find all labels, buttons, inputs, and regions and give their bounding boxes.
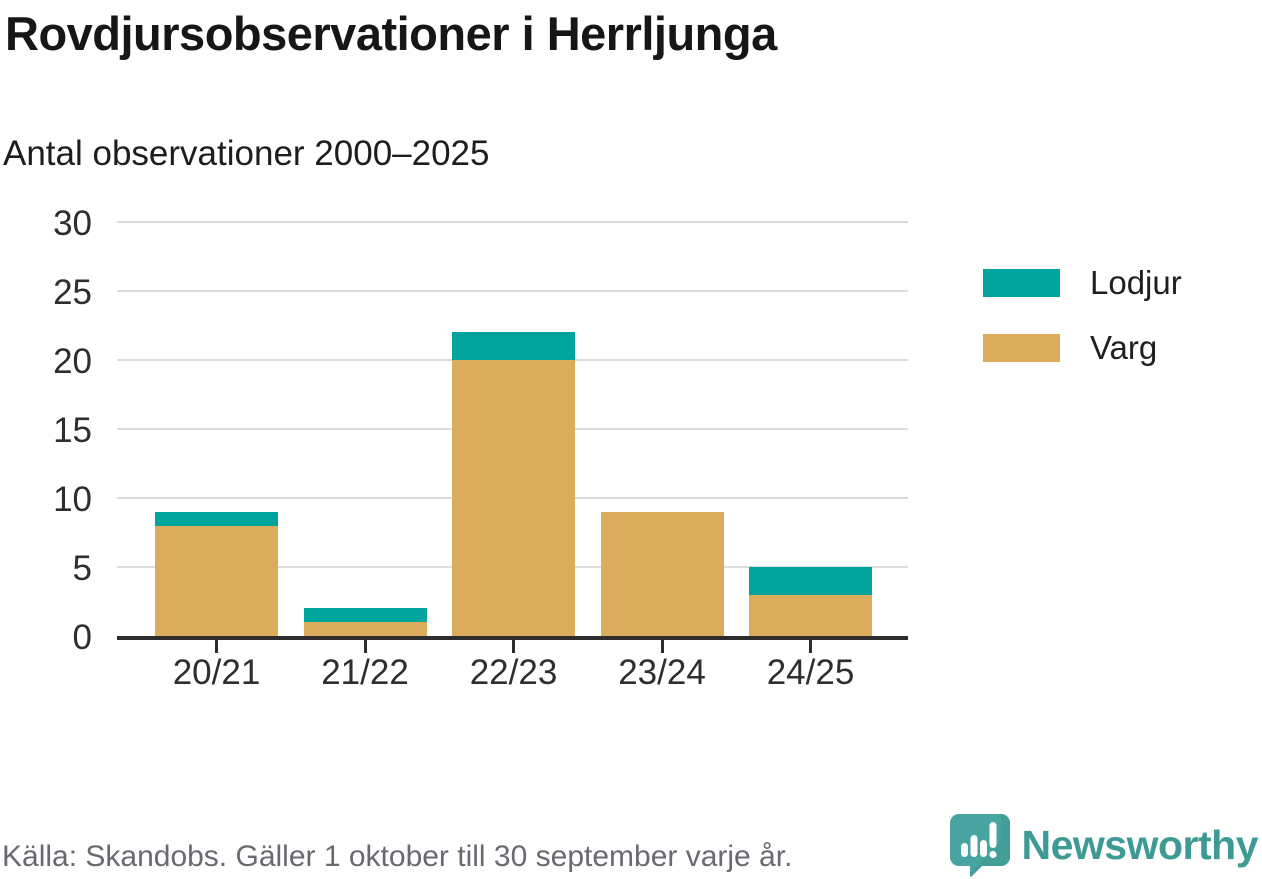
- y-tick-label: 0: [72, 618, 92, 657]
- x-tick-label: 21/22: [321, 653, 409, 692]
- x-tick: [512, 640, 515, 653]
- bar-24-25-varg: [749, 594, 872, 636]
- x-tick: [363, 640, 367, 653]
- y-tick-label: 5: [72, 549, 92, 588]
- bar-23-24-varg: [600, 511, 724, 636]
- legend-swatch: [983, 334, 1060, 362]
- bar-20-21-varg: [155, 525, 278, 636]
- newsworthy-logo-icon: [949, 814, 1010, 877]
- x-tick-label: 20/21: [172, 653, 261, 692]
- source-note: Källa: Skandobs. Gäller 1 oktober till 3…: [2, 840, 793, 873]
- legend-label: Lodjur: [1090, 264, 1182, 301]
- bar-22-23-varg: [452, 360, 575, 636]
- bar-21-22-lodjur: [303, 608, 427, 623]
- bar-22-23-lodjur: [452, 332, 575, 360]
- bar-21-22-varg: [303, 622, 427, 636]
- gridline-30: [117, 221, 908, 223]
- page-title: Rovdjursobservationer i Herrljunga: [5, 7, 777, 60]
- y-tick-label: 30: [53, 204, 92, 243]
- x-tick-label: 24/25: [766, 653, 855, 692]
- chart-subtitle: Antal observationer 2000–2025: [3, 134, 490, 173]
- legend-item-lodjur: Lodjur: [983, 264, 1182, 302]
- bar-20-21-lodjur: [155, 511, 278, 526]
- y-tick-label: 15: [53, 411, 92, 450]
- legend: Lodjur Varg: [983, 264, 1182, 394]
- legend-item-varg: Varg: [983, 329, 1182, 367]
- brand-name: Newsworthy: [1021, 821, 1259, 868]
- legend-label: Varg: [1090, 329, 1158, 366]
- bar-24-25-lodjur: [749, 567, 872, 595]
- y-tick-label: 20: [53, 342, 92, 381]
- x-tick: [215, 640, 218, 653]
- x-tick: [660, 640, 664, 653]
- y-tick-label: 25: [53, 273, 92, 312]
- x-tick: [809, 640, 812, 653]
- plot-area: [117, 221, 908, 640]
- x-tick-label: 22/23: [469, 653, 558, 692]
- brand-lockup: Newsworthy: [949, 813, 1259, 877]
- legend-swatch: [983, 269, 1060, 297]
- gridline-25: [117, 290, 908, 292]
- y-tick-label: 10: [53, 480, 92, 519]
- x-tick-label: 23/24: [618, 653, 706, 692]
